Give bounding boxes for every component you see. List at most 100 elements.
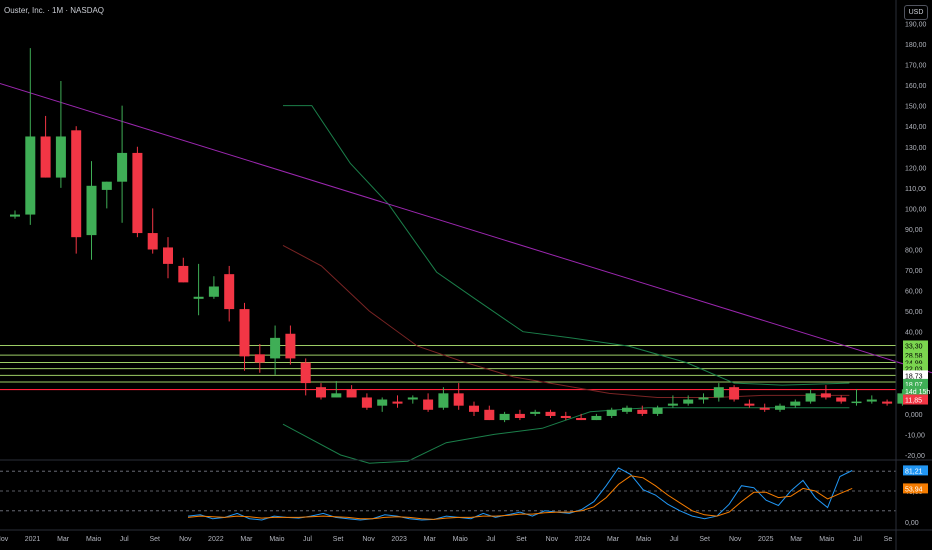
candle-body bbox=[71, 130, 82, 238]
time-tick-label: 2024 bbox=[575, 536, 591, 543]
price-badge-label: 22,03 bbox=[905, 367, 923, 374]
price-tick-label: 130,00 bbox=[905, 145, 927, 152]
price-tick-label: 60,00 bbox=[905, 289, 923, 296]
oscillator-pane[interactable] bbox=[0, 467, 896, 521]
price-tick-label: 100,00 bbox=[905, 206, 927, 213]
candle-body bbox=[86, 185, 97, 236]
stoch-k-line bbox=[187, 467, 853, 521]
candle-body bbox=[208, 286, 219, 297]
candle-body bbox=[361, 397, 372, 408]
time-tick-label: Jul bbox=[853, 536, 862, 543]
candle-body bbox=[729, 387, 740, 400]
price-badge bbox=[903, 370, 928, 381]
price-tick-label: 50,00 bbox=[905, 309, 923, 316]
symbol-title: Ouster, Inc. · 1M · NASDAQ bbox=[4, 6, 105, 15]
time-tick-label: Maio bbox=[636, 536, 651, 543]
lower-band-line bbox=[282, 407, 850, 464]
oscillator-badge-label: 53,94 bbox=[905, 486, 923, 493]
candle-body bbox=[469, 405, 479, 412]
candle-body bbox=[499, 413, 510, 421]
candle-body bbox=[545, 411, 556, 416]
price-badge-label: 18,73 bbox=[905, 373, 923, 380]
candle-body bbox=[178, 265, 189, 283]
price-tick-label: 170,00 bbox=[905, 63, 927, 70]
price-tick-label: 40,00 bbox=[905, 330, 923, 337]
price-badge bbox=[903, 350, 928, 361]
candle-body bbox=[866, 399, 877, 402]
oscillator-badge bbox=[903, 465, 928, 476]
time-tick-label: Nov bbox=[0, 536, 9, 543]
candle-body bbox=[40, 136, 51, 178]
candle-body bbox=[591, 415, 602, 421]
price-badge-label: 28,58 bbox=[905, 353, 923, 360]
time-tick-label: Se bbox=[884, 536, 893, 543]
candle-body bbox=[132, 152, 143, 234]
candle-body bbox=[101, 181, 112, 190]
candle-body bbox=[637, 409, 648, 414]
candle-body bbox=[117, 152, 128, 182]
candle-body bbox=[392, 401, 403, 404]
candle-body bbox=[897, 393, 908, 404]
candle-body bbox=[484, 409, 495, 421]
price-tick-label: 180,00 bbox=[905, 42, 927, 49]
price-tick-label: 70,00 bbox=[905, 268, 923, 275]
price-tick-label: 90,00 bbox=[905, 227, 923, 234]
time-tick-label: Mar bbox=[240, 536, 253, 543]
price-pane[interactable] bbox=[0, 48, 932, 464]
time-tick-label: Nov bbox=[546, 536, 559, 543]
candle-body bbox=[606, 409, 617, 416]
candle-body bbox=[530, 411, 541, 414]
price-tick-label: 120,00 bbox=[905, 165, 927, 172]
candle-body bbox=[775, 405, 785, 410]
oscillator-badge bbox=[903, 483, 928, 494]
price-badge-label: 18,07 bbox=[905, 382, 923, 389]
candle-body bbox=[667, 403, 678, 406]
trend-line bbox=[0, 82, 932, 374]
time-tick-label: 2025 bbox=[758, 536, 774, 543]
time-tick-label: Maio bbox=[86, 536, 101, 543]
candle-body bbox=[805, 393, 816, 402]
stoch-d-line bbox=[187, 475, 853, 520]
time-tick-label: 2023 bbox=[391, 536, 407, 543]
time-tick-label: Mar bbox=[424, 536, 437, 543]
upper-band-line bbox=[283, 105, 850, 386]
candle-body bbox=[25, 136, 36, 215]
time-tick-label: Set bbox=[333, 536, 344, 543]
price-badge-label: 14d 15h bbox=[905, 389, 930, 396]
candle-body bbox=[193, 296, 204, 299]
price-tick-label: -10,00 bbox=[905, 432, 925, 439]
currency-button[interactable]: USD bbox=[904, 5, 928, 20]
candle-body bbox=[652, 407, 663, 414]
candle-body bbox=[836, 397, 847, 402]
candle-body bbox=[300, 362, 311, 384]
time-tick-label: Nov bbox=[362, 536, 375, 543]
oscillator-badge-label: 81,21 bbox=[905, 468, 923, 475]
candle-body bbox=[147, 233, 158, 250]
candle-body bbox=[560, 415, 571, 419]
candle-body bbox=[377, 399, 388, 406]
price-badge bbox=[903, 363, 928, 374]
candle-body bbox=[622, 407, 632, 412]
time-tick-label: Jul bbox=[670, 536, 679, 543]
time-tick-label: Jul bbox=[120, 536, 129, 543]
time-tick-label: 2021 bbox=[25, 536, 41, 543]
candle-body bbox=[224, 274, 235, 310]
price-tick-label: 110,00 bbox=[905, 186, 926, 193]
candle-body bbox=[453, 393, 464, 406]
candle-body bbox=[683, 399, 694, 404]
candle-body bbox=[438, 393, 449, 408]
candle-body bbox=[239, 309, 250, 357]
candle-body bbox=[851, 401, 862, 404]
time-tick-label: Mar bbox=[607, 536, 620, 543]
price-tick-label: 160,00 bbox=[905, 83, 927, 90]
candle-body bbox=[254, 354, 265, 363]
price-badge bbox=[903, 340, 928, 351]
candle-body bbox=[285, 333, 296, 359]
price-badge bbox=[903, 385, 928, 396]
candle-body bbox=[576, 418, 587, 421]
price-badge bbox=[903, 378, 928, 389]
candle-body bbox=[713, 387, 724, 398]
candle-body bbox=[514, 413, 525, 419]
